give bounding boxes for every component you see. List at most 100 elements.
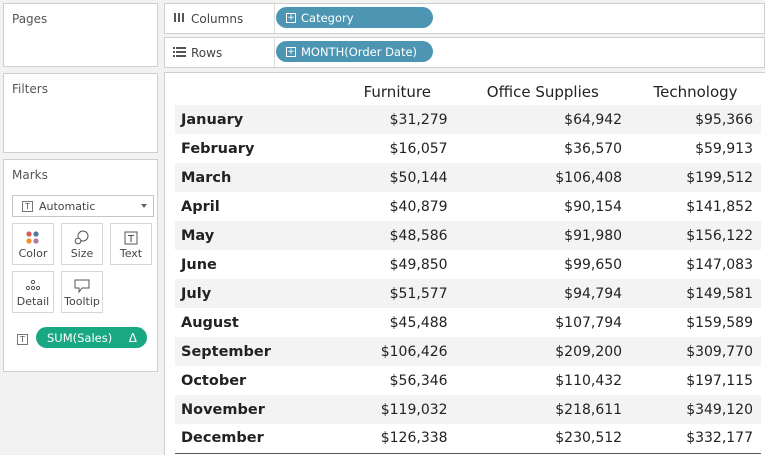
row-header-month[interactable]: July [175, 279, 339, 308]
size-button[interactable]: Size [61, 223, 103, 265]
text-button-label: Text [119, 247, 143, 260]
cell-technology[interactable]: $309,770 [630, 337, 761, 366]
cell-furniture[interactable]: $31,279 [339, 105, 456, 134]
sum-sales-pill-label: SUM(Sales) [47, 330, 113, 345]
expand-plus-icon[interactable]: + [286, 12, 296, 23]
cell-furniture[interactable]: $56,346 [389, 372, 448, 389]
column-header-technology[interactable]: Technology [653, 83, 738, 101]
filters-card[interactable]: Filters [3, 73, 158, 153]
table-row: September $106,426 $209,200 $309,770 [175, 337, 761, 366]
cell-furniture[interactable]: $16,057 [389, 140, 448, 157]
text-encoding-icon: T [17, 334, 28, 345]
table-row: January $31,279 $64,942 $95,366 [175, 105, 761, 134]
cell-office-supplies[interactable]: $106,408 [455, 163, 631, 192]
cell-furniture[interactable]: $40,879 [389, 198, 448, 215]
view-area: Furniture Office Supplies Technology Jan… [164, 72, 765, 455]
cell-technology[interactable]: $156,122 [630, 221, 761, 250]
month-order-date-pill[interactable]: + MONTH(Order Date) [276, 41, 433, 62]
cell-technology[interactable]: $349,120 [630, 395, 761, 424]
cell-furniture[interactable]: $50,144 [339, 163, 456, 192]
columns-icon [173, 12, 191, 26]
tooltip-button[interactable]: Tooltip [61, 271, 103, 313]
cell-technology[interactable]: $149,581 [630, 279, 761, 308]
row-header-month[interactable]: November [175, 395, 339, 424]
row-header-month[interactable]: January [175, 105, 339, 134]
table-row: May $48,586 $91,980 $156,122 [175, 221, 761, 250]
cell-technology[interactable]: $147,083 [686, 256, 753, 273]
mark-type-dropdown[interactable]: T Automatic [12, 195, 154, 217]
cell-technology[interactable]: $197,115 [686, 372, 753, 389]
cell-office-supplies[interactable]: $218,611 [455, 395, 631, 424]
cell-furniture[interactable]: $45,488 [389, 314, 448, 331]
chevron-down-icon [141, 204, 147, 208]
cell-office-supplies[interactable]: $209,200 [455, 337, 631, 366]
row-header-month[interactable]: September [175, 337, 339, 366]
table-row: December $126,338 $230,512 $332,177 [175, 424, 761, 454]
size-button-label: Size [70, 247, 94, 260]
size-icon [73, 230, 91, 246]
cell-office-supplies[interactable]: $110,432 [555, 372, 623, 389]
category-pill[interactable]: + Category [276, 7, 433, 28]
row-header-month[interactable]: August [181, 314, 239, 331]
rows-icon [173, 46, 191, 60]
column-header-furniture[interactable]: Furniture [363, 83, 431, 101]
cell-furniture[interactable]: $49,850 [389, 256, 448, 273]
cell-office-supplies[interactable]: $91,980 [455, 221, 631, 250]
cell-technology[interactable]: $332,177 [630, 424, 761, 454]
cell-furniture[interactable]: $126,338 [339, 424, 456, 454]
table-row: November $119,032 $218,611 $349,120 [175, 395, 761, 424]
row-header-month[interactable]: May [175, 221, 339, 250]
month-order-date-pill-label: MONTH(Order Date) [301, 44, 418, 59]
table-row: July $51,577 $94,794 $149,581 [175, 279, 761, 308]
cell-office-supplies[interactable]: $230,512 [455, 424, 631, 454]
row-header-month[interactable]: April [181, 198, 220, 215]
table-row: August $45,488 $107,794 $159,589 [175, 308, 761, 337]
cell-office-supplies[interactable]: $64,942 [455, 105, 631, 134]
cell-office-supplies[interactable]: $99,650 [564, 256, 623, 273]
rows-shelf[interactable]: Rows + MONTH(Order Date) [164, 37, 765, 68]
table-row: March $50,144 $106,408 $199,512 [175, 163, 761, 192]
columns-shelf[interactable]: Columns + Category [164, 3, 765, 34]
columns-shelf-label: Columns [165, 4, 275, 33]
rows-shelf-label: Rows [165, 38, 275, 67]
cell-technology[interactable]: $141,852 [686, 198, 753, 215]
delta-icon: Δ [128, 330, 137, 345]
svg-text:T: T [127, 234, 135, 245]
detail-button[interactable]: Detail [12, 271, 54, 313]
marks-card: Marks T Automatic Color [3, 159, 158, 372]
text-button[interactable]: T Text [110, 223, 152, 265]
pages-card-title: Pages [12, 12, 48, 26]
detail-button-label: Detail [16, 295, 50, 308]
row-header-month[interactable]: March [175, 163, 339, 192]
cell-office-supplies[interactable]: $90,154 [564, 198, 623, 215]
table-row: February $16,057 $36,570 $59,913 [175, 134, 761, 163]
cell-office-supplies[interactable]: $94,794 [455, 279, 631, 308]
row-header-corner [175, 79, 339, 105]
row-header-month[interactable]: December [175, 424, 339, 454]
color-button[interactable]: Color [12, 223, 54, 265]
cell-office-supplies[interactable]: $36,570 [564, 140, 623, 157]
cell-technology[interactable]: $95,366 [630, 105, 761, 134]
cell-furniture[interactable]: $119,032 [339, 395, 456, 424]
column-header-office-supplies[interactable]: Office Supplies [486, 83, 599, 101]
text-mark-icon: T [22, 200, 33, 212]
cell-office-supplies[interactable]: $107,794 [555, 314, 623, 331]
cell-furniture[interactable]: $48,586 [339, 221, 456, 250]
row-header-month[interactable]: October [181, 372, 247, 389]
color-button-label: Color [18, 247, 48, 260]
sum-sales-pill[interactable]: SUM(Sales) Δ [36, 327, 147, 348]
table-row: October $56,346 $110,432 $197,115 [175, 366, 761, 395]
text-icon: T [122, 230, 140, 246]
detail-icon [24, 278, 42, 294]
pages-card[interactable]: Pages [3, 3, 158, 67]
header-row: Furniture Office Supplies Technology [175, 79, 761, 105]
cell-furniture[interactable]: $106,426 [339, 337, 456, 366]
cell-technology[interactable]: $199,512 [630, 163, 761, 192]
cell-technology[interactable]: $159,589 [686, 314, 753, 331]
expand-plus-icon[interactable]: + [286, 46, 296, 57]
tooltip-button-label: Tooltip [64, 295, 100, 308]
cell-furniture[interactable]: $51,577 [339, 279, 456, 308]
row-header-month[interactable]: June [181, 256, 217, 273]
cell-technology[interactable]: $59,913 [695, 140, 753, 157]
row-header-month[interactable]: February [181, 140, 255, 157]
